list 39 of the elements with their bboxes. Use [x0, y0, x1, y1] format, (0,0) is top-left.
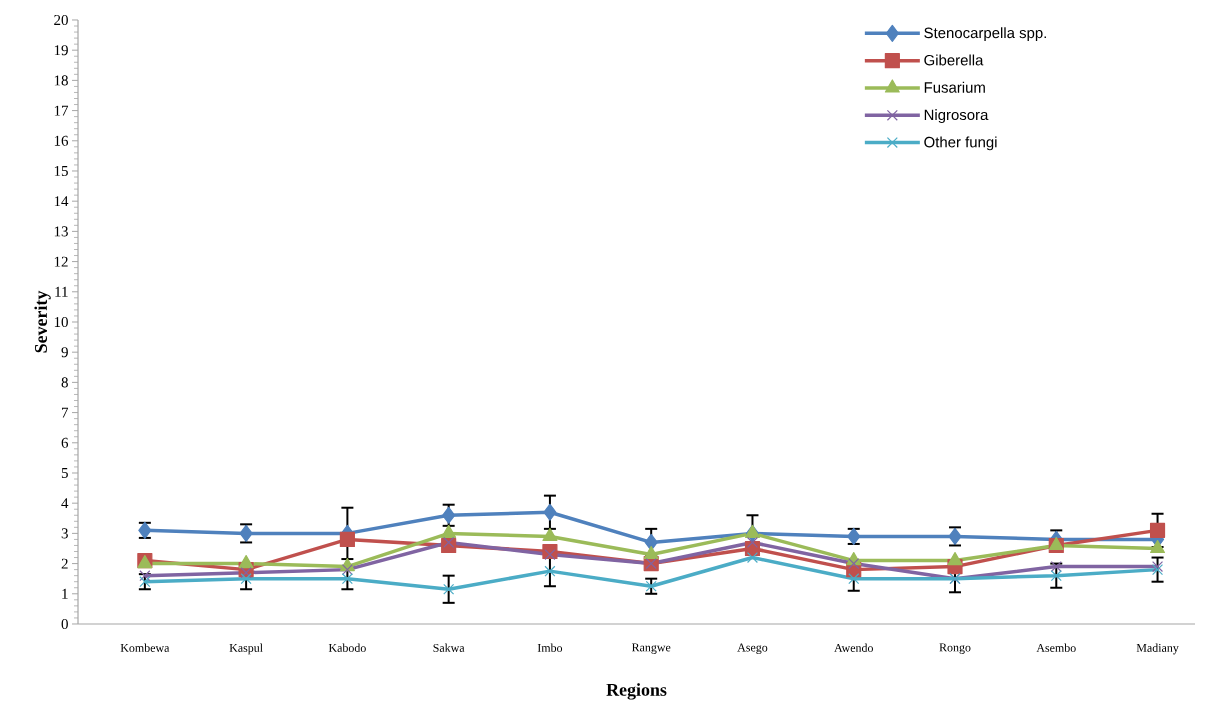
x-tick-label: Asembo — [1036, 643, 1076, 652]
y-tick-label: 20 — [54, 14, 68, 26]
y-tick-label: 13 — [54, 226, 68, 237]
legend-label: Other fungi — [924, 136, 997, 151]
y-tick-label: 2 — [61, 558, 68, 569]
x-tick-label: Rangwe — [631, 643, 671, 654]
x-tick-label: Kombewa — [120, 643, 170, 652]
y-tick-label: 15 — [54, 165, 68, 176]
legend-label: Stenocarpella spp. — [924, 27, 1046, 42]
y-tick-label: 12 — [54, 256, 68, 267]
y-tick-label: 3 — [61, 528, 68, 539]
legend-label: Fusarium — [924, 81, 985, 93]
y-tick-label: 11 — [55, 286, 68, 297]
legend-label: Nigrosora — [924, 109, 989, 124]
y-tick-label: 0 — [61, 618, 68, 630]
y-tick-label: 16 — [54, 135, 69, 146]
y-tick-label: 5 — [61, 468, 68, 478]
x-axis-title: Regions — [606, 683, 667, 700]
x-tick-label: Madiany — [1136, 643, 1179, 655]
y-tick-label: 18 — [54, 75, 68, 86]
y-tick-label: 19 — [54, 45, 68, 56]
y-tick-label: 4 — [61, 498, 69, 509]
y-tick-label: 14 — [54, 196, 69, 207]
x-tick-label: Sakwa — [433, 643, 465, 652]
y-tick-label: 1 — [62, 588, 68, 599]
y-tick-label: 8 — [61, 377, 68, 388]
x-tick-label: Rongo — [939, 643, 971, 654]
x-tick-label: Imbo — [537, 643, 563, 652]
y-tick-label: 17 — [54, 105, 69, 116]
x-tick-label: Asego — [737, 643, 768, 654]
legend-label: Giberella — [924, 54, 984, 66]
x-tick-label: Awendo — [834, 643, 873, 652]
y-tick-label: 10 — [54, 316, 68, 328]
y-tick-label: 9 — [61, 347, 68, 358]
y-tick-label: 6 — [61, 437, 69, 448]
y-axis-title: Severity — [34, 290, 51, 353]
x-tick-label: Kabodo — [328, 643, 366, 652]
x-tick-label: Kaspul — [229, 643, 263, 655]
y-tick-label: 7 — [62, 407, 69, 418]
